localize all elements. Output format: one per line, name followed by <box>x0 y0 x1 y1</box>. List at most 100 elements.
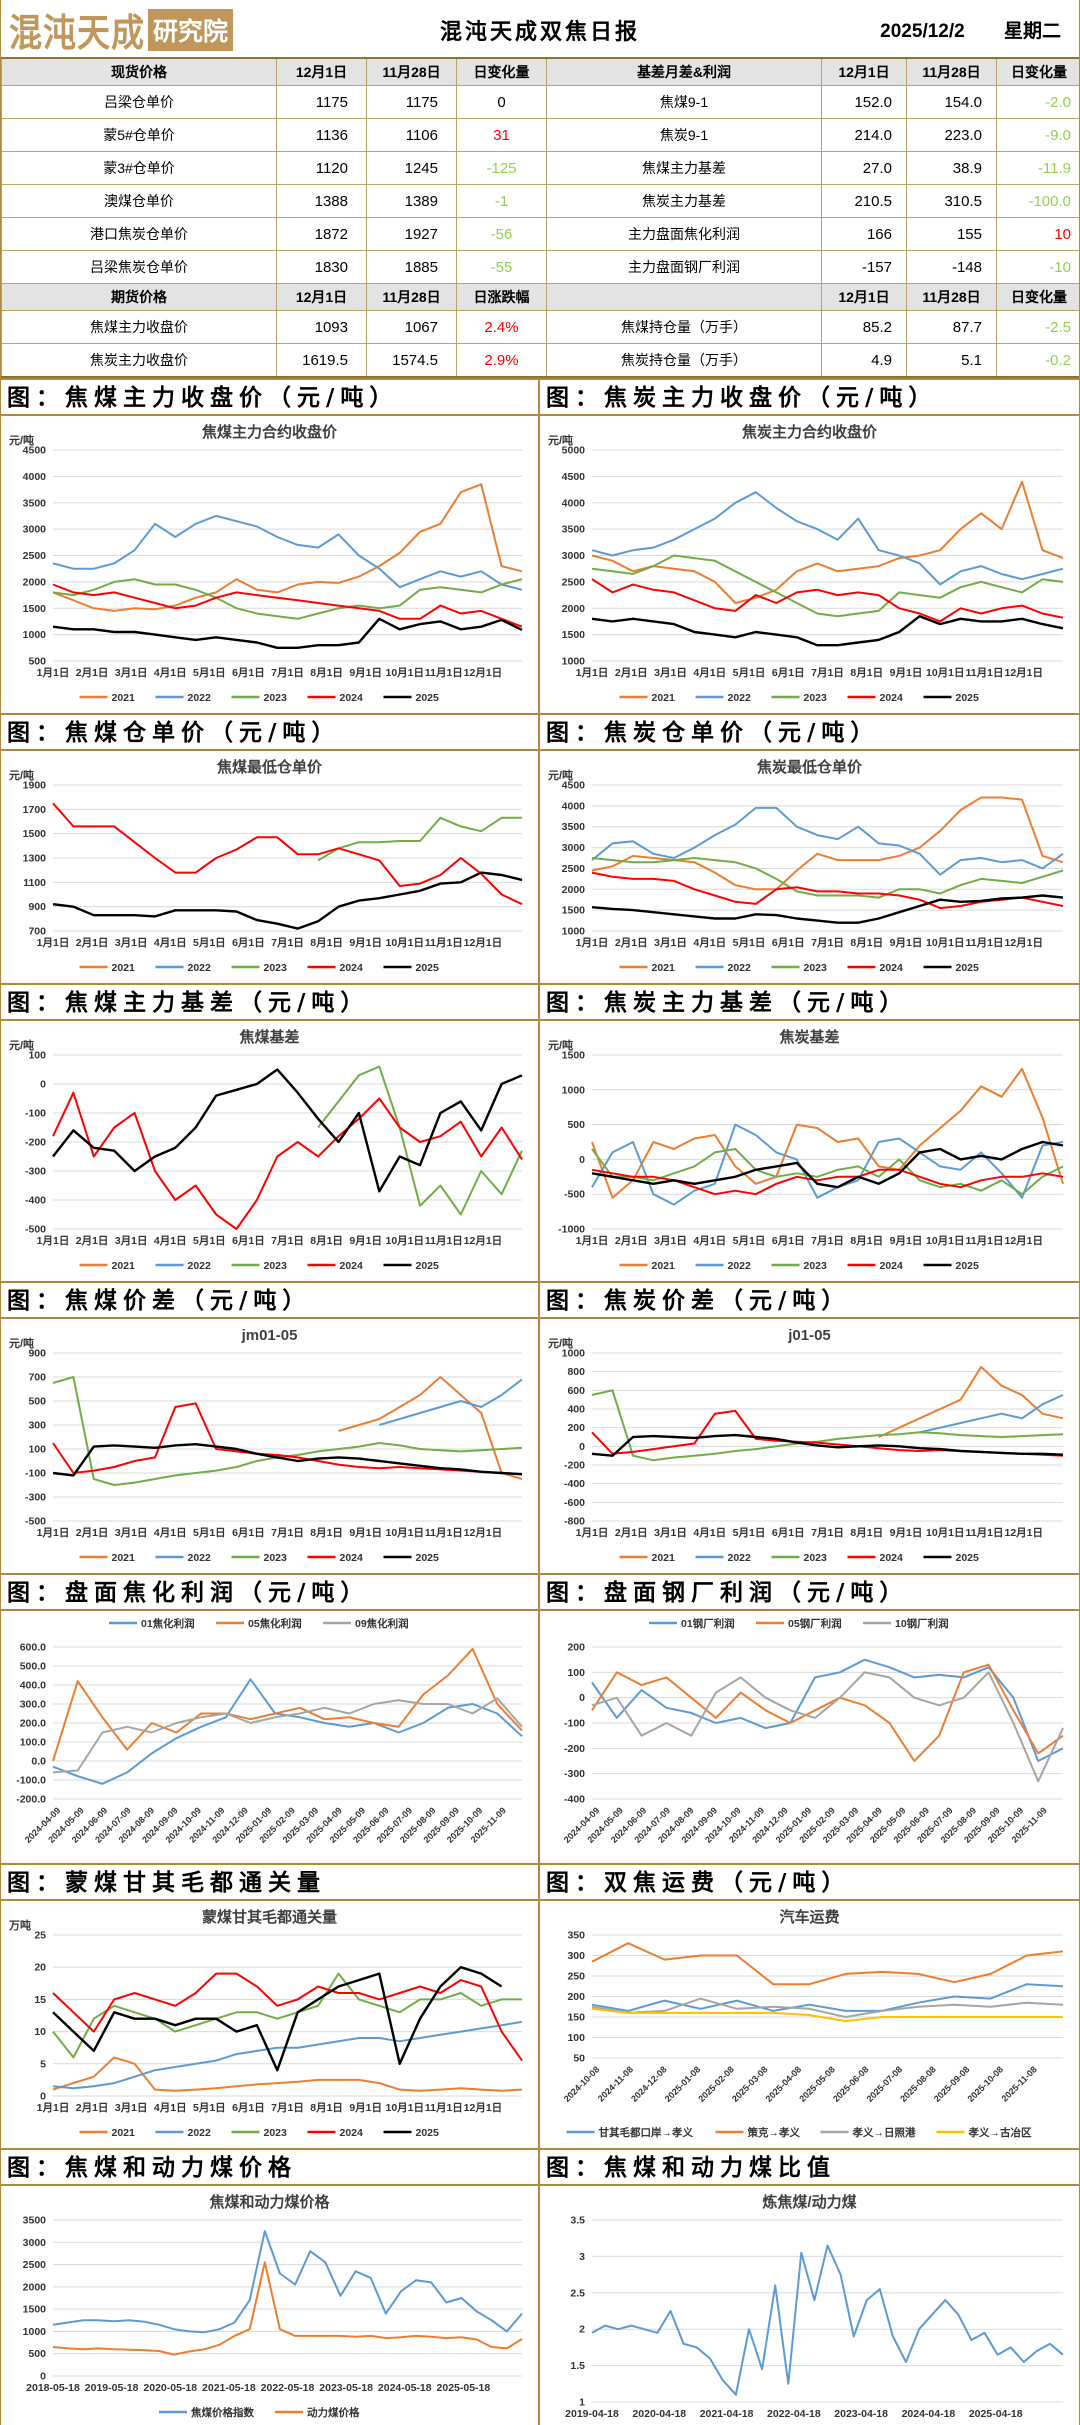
svg-text:2021: 2021 <box>652 692 676 704</box>
svg-text:1300: 1300 <box>23 853 47 865</box>
svg-text:1月1日: 1月1日 <box>37 937 70 949</box>
spot-row: 吕梁焦炭仓单价 1830 1885 -55 主力盘面钢厂利润 -157 -148 -10 <box>1 250 1079 284</box>
svg-text:元/吨: 元/吨 <box>9 1038 34 1052</box>
chart-jm-warehouse: 焦煤最低仓单价 元/吨 700 900 1100 1300 1500 1700 1900 1月1日… <box>1 751 538 983</box>
svg-text:蒙煤甘其毛都通关量: 蒙煤甘其毛都通关量 <box>202 1908 337 1926</box>
svg-text:01钢厂利润: 01钢厂利润 <box>681 1617 735 1630</box>
svg-text:-100: -100 <box>25 1108 46 1120</box>
svg-text:2021: 2021 <box>112 2127 136 2139</box>
svg-text:12月1日: 12月1日 <box>1004 1235 1043 1247</box>
svg-text:6月1日: 6月1日 <box>772 937 805 949</box>
svg-text:2024: 2024 <box>880 962 904 974</box>
svg-text:5月1日: 5月1日 <box>193 1527 226 1539</box>
column-header: 11月28日 <box>366 57 457 86</box>
svg-text:2021-04-18: 2021-04-18 <box>700 2408 754 2420</box>
svg-text:焦煤基差: 焦煤基差 <box>238 1028 299 1046</box>
svg-text:2021: 2021 <box>112 1260 136 1272</box>
spot-row: 澳煤仓单价 1388 1389 -1 焦炭主力基差 210.5 310.5 -100.0 <box>1 184 1079 218</box>
chart-cell-mongolia-customs: 图：蒙煤甘其毛都通关量 蒙煤甘其毛都通关量 万吨 0 5 10 15 20 25 1月1日 2月1日… <box>1 1863 540 2148</box>
column-header <box>546 283 822 311</box>
svg-text:5月1日: 5月1日 <box>193 2102 226 2114</box>
column-header: 12月1日 <box>276 57 367 86</box>
svg-text:8月1日: 8月1日 <box>850 1235 883 1247</box>
table-cell: 澳煤仓单价 <box>1 184 277 218</box>
svg-text:6月1日: 6月1日 <box>772 1235 805 1247</box>
svg-text:600.0: 600.0 <box>20 1642 46 1654</box>
column-header: 基差月差&利润 <box>546 57 822 86</box>
svg-text:元/吨: 元/吨 <box>548 1336 573 1350</box>
table-cell: 港口焦炭仓单价 <box>1 217 277 251</box>
svg-text:11月1日: 11月1日 <box>425 1527 463 1539</box>
svg-text:10: 10 <box>34 2026 46 2038</box>
report-weekday: 星期二 <box>1003 21 1061 42</box>
chart-coal-prices: 焦煤和动力煤价格 0 500 1000 1500 2000 2500 3000 3500 2018… <box>1 2186 538 2425</box>
table-cell: 1574.5 <box>366 343 457 378</box>
svg-text:5月1日: 5月1日 <box>193 937 226 949</box>
svg-text:800: 800 <box>567 1366 585 1378</box>
svg-text:3月1日: 3月1日 <box>115 2102 148 2114</box>
svg-text:250: 250 <box>567 1971 585 1983</box>
spot-row: 吕梁仓单价 1175 1175 0 焦煤9-1 152.0 154.0 -2.0 <box>1 85 1079 119</box>
svg-text:15: 15 <box>34 1994 46 2006</box>
chart-row: 图：焦煤价差（元/吨） jm01-05 元/吨 -500 -300 -100 100 300 5… <box>1 1281 1079 1573</box>
table-cell: 154.0 <box>906 85 997 119</box>
svg-text:2025: 2025 <box>416 962 440 974</box>
svg-text:12月1日: 12月1日 <box>464 667 503 679</box>
svg-text:4500: 4500 <box>562 471 586 483</box>
svg-text:1000: 1000 <box>562 1348 586 1360</box>
svg-text:2500: 2500 <box>23 550 47 562</box>
svg-text:0: 0 <box>579 1692 585 1704</box>
svg-text:1500: 1500 <box>23 828 47 840</box>
table-cell: -100.0 <box>996 184 1079 218</box>
svg-text:6月1日: 6月1日 <box>232 1235 265 1247</box>
svg-text:元/吨: 元/吨 <box>9 1336 34 1350</box>
svg-text:7月1日: 7月1日 <box>271 937 304 949</box>
svg-text:25: 25 <box>34 1930 46 1942</box>
chart-cell-j-warehouse: 图：焦炭仓单价（元/吨） 焦炭最低仓单价 元/吨 1000 1500 2000 2500 30… <box>540 713 1079 983</box>
svg-text:5月1日: 5月1日 <box>733 1235 766 1247</box>
svg-text:-500: -500 <box>25 1516 46 1528</box>
svg-text:3000: 3000 <box>562 550 586 562</box>
svg-text:1: 1 <box>579 2397 585 2409</box>
svg-text:-400: -400 <box>564 1794 585 1806</box>
svg-text:2025: 2025 <box>956 962 980 974</box>
svg-text:11月1日: 11月1日 <box>425 1235 463 1247</box>
svg-text:-200: -200 <box>25 1137 46 1149</box>
svg-text:动力煤价格: 动力煤价格 <box>307 2406 360 2419</box>
section-title-jm-close: 图：焦煤主力收盘价（元/吨） <box>1 378 538 416</box>
svg-text:3月1日: 3月1日 <box>115 667 148 679</box>
svg-text:1500: 1500 <box>562 905 586 917</box>
svg-text:0: 0 <box>40 2091 46 2103</box>
svg-text:-1000: -1000 <box>558 1224 585 1236</box>
svg-text:9月1日: 9月1日 <box>349 667 382 679</box>
svg-text:焦煤主力合约收盘价: 焦煤主力合约收盘价 <box>201 423 338 441</box>
table-cell: 1093 <box>276 310 367 344</box>
svg-text:3月1日: 3月1日 <box>654 667 687 679</box>
svg-text:2024: 2024 <box>880 1260 904 1272</box>
page-title: 混沌天成双焦日报 <box>439 19 641 44</box>
svg-text:600: 600 <box>567 1385 585 1397</box>
svg-text:7月1日: 7月1日 <box>811 937 844 949</box>
table-cell: 焦煤主力收盘价 <box>1 310 277 344</box>
table-cell: -157 <box>821 250 907 284</box>
chart-svg-coking-profit: -200.0 -100.0 0.0 100.0 200.0 300.0 400.0 500.0… <box>16 1617 523 1845</box>
table-cell: 1175 <box>276 85 367 119</box>
svg-text:11月1日: 11月1日 <box>425 2102 463 2114</box>
svg-text:12月1日: 12月1日 <box>464 1235 503 1247</box>
svg-text:2023: 2023 <box>264 962 288 974</box>
chart-coking-profit: -200.0 -100.0 0.0 100.0 200.0 300.0 400.0 500.0… <box>1 1611 538 1863</box>
svg-text:2月1日: 2月1日 <box>615 667 648 679</box>
svg-text:0: 0 <box>40 2371 46 2383</box>
table-cell: -2.0 <box>996 85 1079 119</box>
table-cell: 166 <box>821 217 907 251</box>
chart-jm-basis: 焦煤基差 元/吨 -500 -400 -300 -200 -100 0 100 1月1日 2月1日 3… <box>1 1021 538 1281</box>
svg-text:11月1日: 11月1日 <box>966 937 1004 949</box>
svg-text:2025: 2025 <box>956 1260 980 1272</box>
svg-text:炼焦煤/动力煤: 炼焦煤/动力煤 <box>762 2193 856 2211</box>
svg-text:2022-04-18: 2022-04-18 <box>767 2408 821 2420</box>
table-cell: 焦炭主力基差 <box>546 184 822 218</box>
svg-text:01焦化利润: 01焦化利润 <box>141 1617 195 1630</box>
svg-text:3000: 3000 <box>23 524 47 536</box>
